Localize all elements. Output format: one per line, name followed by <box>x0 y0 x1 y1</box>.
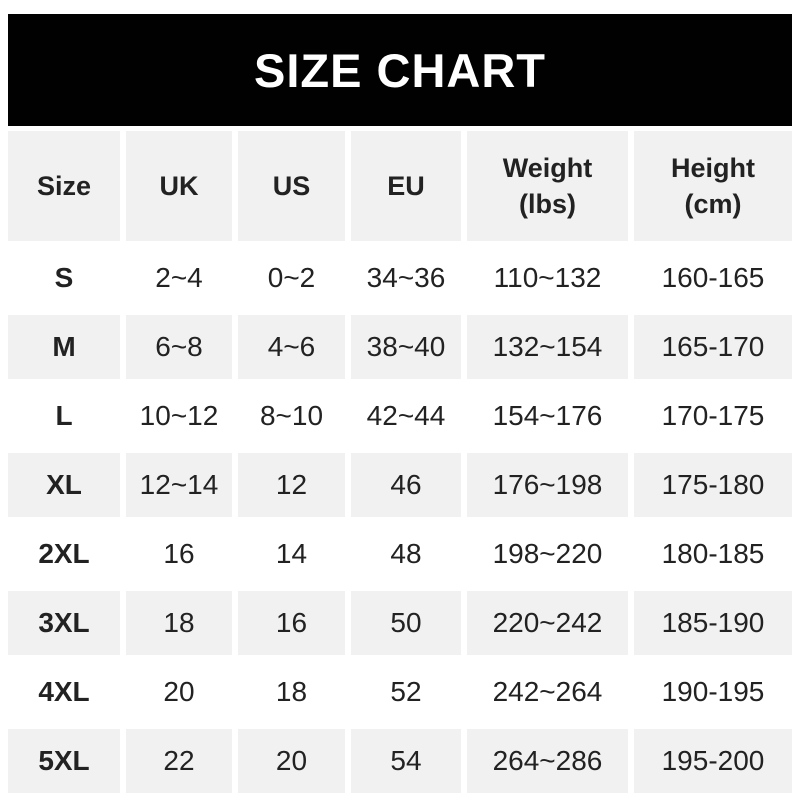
table-cell: 190-195 <box>634 660 792 724</box>
table-cell: 2~4 <box>126 246 232 310</box>
table-cell: 176~198 <box>467 453 628 517</box>
table-cell: 38~40 <box>351 315 461 379</box>
page-title: SIZE CHART <box>254 43 546 97</box>
table-cell: 52 <box>351 660 461 724</box>
table-cell: 165-170 <box>634 315 792 379</box>
size-label-cell: 2XL <box>8 522 120 586</box>
size-label-cell: XL <box>8 453 120 517</box>
table-cell: 4~6 <box>238 315 345 379</box>
table-cell: 46 <box>351 453 461 517</box>
header-cell-height: Height (cm) <box>634 131 792 241</box>
table-cell: 12~14 <box>126 453 232 517</box>
table-cell: 264~286 <box>467 729 628 793</box>
header-cell-uk: UK <box>126 131 232 241</box>
size-label-cell: 3XL <box>8 591 120 655</box>
table-cell: 50 <box>351 591 461 655</box>
table-cell: 0~2 <box>238 246 345 310</box>
size-label-cell: 4XL <box>8 660 120 724</box>
table-cell: 220~242 <box>467 591 628 655</box>
table-cell: 110~132 <box>467 246 628 310</box>
table-cell: 16 <box>126 522 232 586</box>
table-cell: 18 <box>126 591 232 655</box>
size-table: Size UK US EU Weight (lbs) Height (cm) S… <box>8 131 792 793</box>
table-cell: 154~176 <box>467 384 628 448</box>
table-cell: 10~12 <box>126 384 232 448</box>
table-cell: 195-200 <box>634 729 792 793</box>
header-cell-size: Size <box>8 131 120 241</box>
table-cell: 132~154 <box>467 315 628 379</box>
table-cell: 20 <box>126 660 232 724</box>
table-cell: 185-190 <box>634 591 792 655</box>
table-cell: 180-185 <box>634 522 792 586</box>
table-cell: 242~264 <box>467 660 628 724</box>
table-cell: 175-180 <box>634 453 792 517</box>
size-label-cell: 5XL <box>8 729 120 793</box>
table-cell: 12 <box>238 453 345 517</box>
table-cell: 48 <box>351 522 461 586</box>
table-cell: 170-175 <box>634 384 792 448</box>
table-cell: 42~44 <box>351 384 461 448</box>
table-cell: 198~220 <box>467 522 628 586</box>
table-cell: 16 <box>238 591 345 655</box>
table-cell: 18 <box>238 660 345 724</box>
table-cell: 160-165 <box>634 246 792 310</box>
table-cell: 14 <box>238 522 345 586</box>
header-cell-eu: EU <box>351 131 461 241</box>
size-label-cell: L <box>8 384 120 448</box>
table-cell: 34~36 <box>351 246 461 310</box>
size-chart-banner: SIZE CHART <box>8 14 792 126</box>
header-cell-weight: Weight (lbs) <box>467 131 628 241</box>
table-cell: 22 <box>126 729 232 793</box>
table-cell: 8~10 <box>238 384 345 448</box>
table-cell: 54 <box>351 729 461 793</box>
size-label-cell: M <box>8 315 120 379</box>
table-cell: 6~8 <box>126 315 232 379</box>
size-label-cell: S <box>8 246 120 310</box>
header-cell-us: US <box>238 131 345 241</box>
table-cell: 20 <box>238 729 345 793</box>
